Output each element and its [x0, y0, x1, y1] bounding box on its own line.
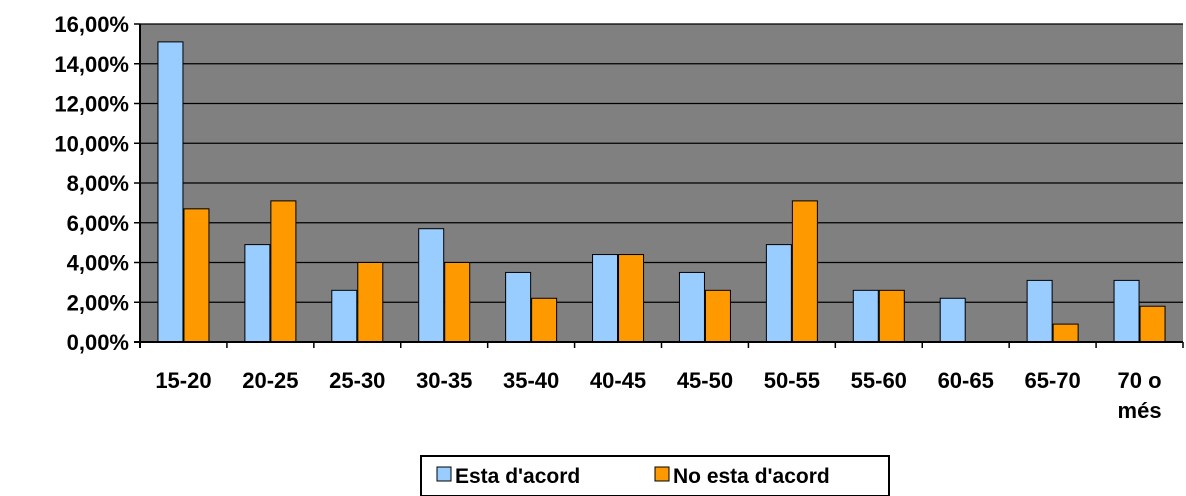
bar: [852, 289, 879, 343]
legend-swatch-esta-dacord: [436, 466, 452, 482]
y-tick-label: 2,00%: [67, 290, 129, 315]
bar: [1113, 279, 1140, 343]
y-tick-label: 6,00%: [67, 211, 129, 236]
x-category-label: 40-45: [590, 368, 646, 393]
bar: [704, 289, 731, 343]
x-category-label: 30-35: [416, 368, 472, 393]
legend-label-esta-dacord: Esta d'acord: [455, 465, 580, 488]
x-category-label: 35-40: [503, 368, 559, 393]
x-category-label: 20-25: [242, 368, 298, 393]
x-category-label: 50-55: [764, 368, 820, 393]
bar: [183, 208, 210, 343]
bar: [157, 41, 184, 343]
bars: [157, 41, 1166, 343]
x-category-label: 15-20: [155, 368, 211, 393]
x-category-label: 65-70: [1024, 368, 1080, 393]
bar: [444, 262, 471, 343]
y-tick-label: 0,00%: [67, 330, 129, 355]
x-category-label: 60-65: [938, 368, 994, 393]
y-tick-label: 12,00%: [54, 92, 129, 117]
bar: [270, 200, 297, 343]
bar: [1026, 279, 1053, 343]
bar: [244, 244, 271, 343]
bar: [592, 254, 619, 343]
bar: [791, 200, 818, 343]
legend-label-no-esta-dacord: No esta d'acord: [673, 465, 830, 488]
bar: [357, 262, 384, 343]
x-category-label: 25-30: [329, 368, 385, 393]
bar: [418, 228, 445, 343]
bar: [1139, 305, 1166, 343]
bar: [1052, 323, 1079, 343]
bar: [878, 289, 905, 343]
y-tick-label: 4,00%: [67, 251, 129, 276]
y-tick-label: 16,00%: [54, 12, 129, 37]
bar: [678, 271, 705, 343]
bar: [531, 297, 558, 343]
x-category-label: 70 o més: [1118, 368, 1162, 423]
legend: Esta d'acord No esta d'acord: [420, 455, 890, 496]
bar: [618, 254, 645, 343]
x-category-label: 45-50: [677, 368, 733, 393]
axes: [134, 23, 1184, 348]
y-tick-label: 8,00%: [67, 171, 129, 196]
y-tick-label: 10,00%: [54, 131, 129, 156]
y-axis-ticks: 0,00% 2,00% 4,00% 6,00% 8,00% 10,00% 12,00% 14,…: [54, 12, 129, 355]
y-tick-label: 14,00%: [54, 52, 129, 77]
bar: [331, 289, 358, 343]
legend-swatch-no-esta-dacord: [654, 466, 670, 482]
bar: [939, 297, 966, 343]
bar: [765, 244, 792, 343]
x-axis-categories: 15-20 20-25 25-30 30-35 35-40 40-45 45-50 50-55…: [155, 368, 1161, 423]
x-category-label: 55-60: [851, 368, 907, 393]
bar: [505, 271, 532, 343]
gridlines: [140, 23, 1183, 303]
